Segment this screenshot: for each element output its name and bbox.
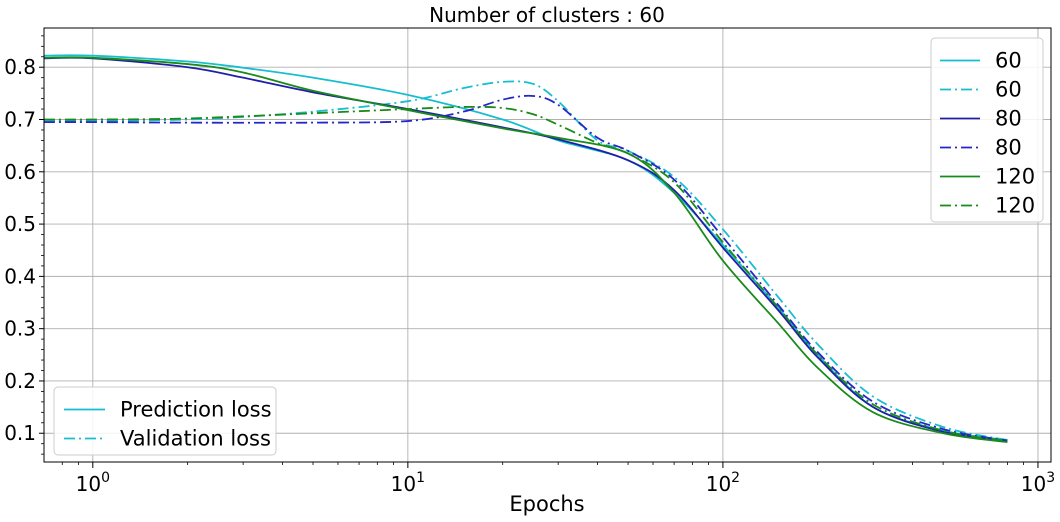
legend-label: Prediction loss (120, 398, 272, 422)
y-tick-label: 0.3 (4, 317, 36, 341)
y-tick-label: 0.8 (4, 55, 36, 79)
legend-label: 80 (995, 107, 1022, 131)
x-tick-label: 102 (706, 470, 740, 496)
plot-frame (43, 27, 1052, 463)
x-axis-label: Epochs (509, 492, 584, 516)
legend-series: 60 60 80 80 120 120 (930, 37, 1044, 223)
x-tick-exponent: 0 (101, 470, 110, 486)
y-tick-label: 0.6 (4, 160, 36, 184)
series-line-60-solid (44, 54, 1008, 441)
x-tick-labels: 100 101 102 103 (76, 470, 1056, 496)
y-tick-label: 0.5 (4, 212, 36, 236)
series-line-120-solid (44, 56, 1008, 444)
y-tick-label: 0.7 (4, 108, 36, 132)
legend-label: 120 (995, 194, 1035, 218)
legend-box (53, 386, 277, 456)
x-tick-exponent: 3 (1046, 470, 1055, 486)
x-tick-exponent: 1 (416, 470, 425, 486)
legend-label: 120 (995, 165, 1035, 189)
x-tick-base: 10 (706, 472, 731, 496)
x-tick-label: 103 (1021, 470, 1055, 496)
series-line-80-solid (44, 56, 1008, 442)
y-tick-label: 0.2 (4, 369, 36, 393)
series-line-60-dashdot (44, 80, 1008, 441)
legend-label: Validation loss (120, 427, 271, 451)
chart-title: Number of clusters : 60 (429, 3, 665, 27)
y-tick-labels: 0.1 0.2 0.3 0.4 0.5 0.6 0.7 0.8 (4, 55, 36, 445)
series-layer (44, 54, 1008, 444)
legend-label: 60 (995, 49, 1022, 73)
series-line-120-dashdot (44, 105, 1008, 442)
legend-label: 80 (995, 136, 1022, 160)
y-tick-label: 0.1 (4, 421, 36, 445)
x-tick-base: 10 (391, 472, 416, 496)
legend-linestyle: Prediction loss Validation loss (53, 386, 277, 456)
x-tick-base: 10 (1021, 472, 1046, 496)
legend-label: 60 (995, 78, 1022, 102)
x-tick-label: 100 (76, 470, 110, 496)
x-tick-base: 10 (76, 472, 101, 496)
x-tick-exponent: 2 (731, 470, 740, 486)
x-tick-label: 101 (391, 470, 425, 496)
y-tick-label: 0.4 (4, 264, 36, 288)
